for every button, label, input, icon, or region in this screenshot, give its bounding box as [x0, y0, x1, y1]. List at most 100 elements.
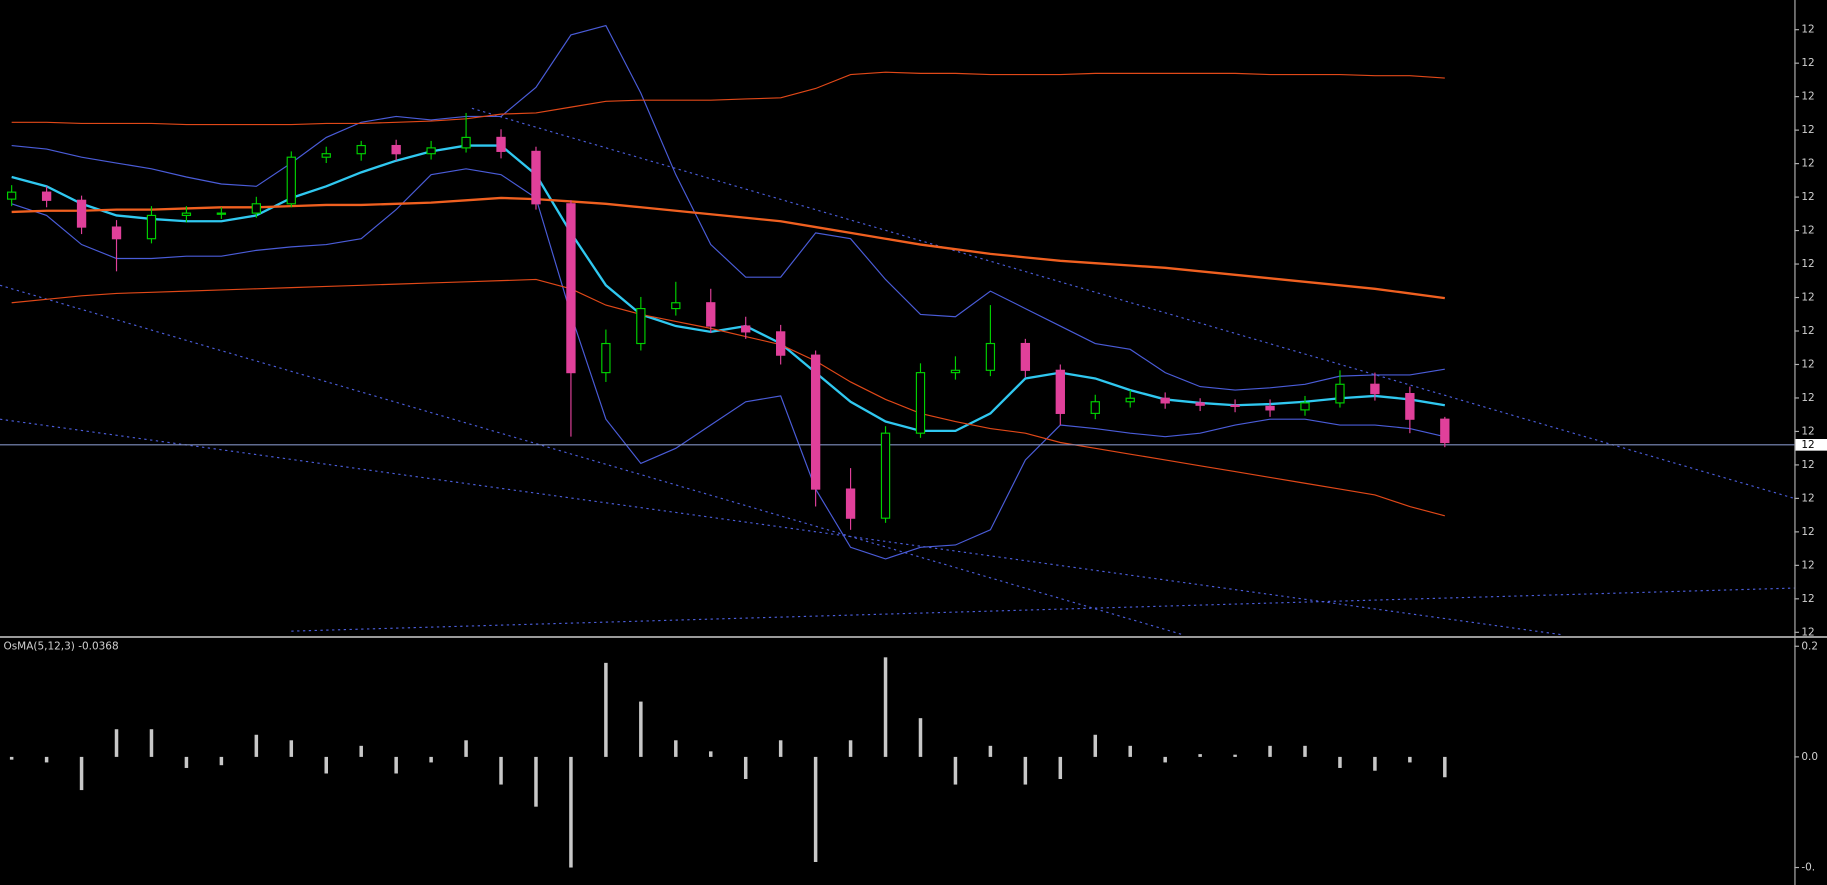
histogram-bar	[639, 701, 643, 757]
histogram-bar	[1268, 745, 1272, 757]
candle-body	[1405, 393, 1415, 420]
candle-body	[880, 432, 891, 519]
current-price-label: 12	[1801, 439, 1814, 451]
histogram-bar	[953, 756, 958, 785]
histogram-bar	[289, 740, 294, 757]
candle-body	[146, 214, 157, 240]
y-tick-label: 12	[1801, 57, 1814, 69]
histogram-bar	[918, 718, 923, 757]
y-tick-label: 12	[1801, 526, 1814, 538]
candle-body	[1125, 397, 1135, 403]
histogram-bar	[674, 740, 678, 757]
y-tick-label: 12	[1801, 158, 1814, 170]
histogram-bar	[1408, 756, 1412, 763]
histogram-bar	[1233, 754, 1237, 757]
y-tick-label: 12	[1801, 459, 1814, 471]
histogram-bar	[1058, 756, 1063, 780]
candle-body	[950, 369, 961, 374]
candle-body	[566, 203, 576, 374]
y-tick-label: 12	[1801, 425, 1814, 437]
indicator-line	[11, 144, 1446, 433]
histogram-bar	[499, 756, 503, 785]
histogram-bar	[604, 662, 608, 757]
indicator-line	[11, 168, 1445, 560]
indicator-title: OsMA(5,12,3) -0.0368	[3, 640, 118, 652]
candle-body	[321, 153, 331, 158]
candle-body	[706, 302, 716, 327]
histogram-bar	[114, 729, 119, 757]
candle-body	[6, 191, 17, 200]
y-tick-label: 12	[1801, 24, 1814, 36]
y-tick-label: 12	[1801, 325, 1814, 337]
candle-body	[1335, 383, 1345, 404]
candle-body	[636, 308, 646, 345]
y-tick-label: 0.0	[1801, 751, 1818, 763]
candle-body	[671, 302, 681, 310]
histogram-bar	[394, 756, 398, 774]
candle-body	[1090, 401, 1100, 414]
trend-line	[291, 587, 1795, 632]
candle-body	[181, 212, 192, 217]
candle-body	[1055, 369, 1065, 414]
y-tick-label: 12	[1801, 358, 1814, 370]
candle-body	[461, 136, 471, 149]
candle-body	[286, 156, 296, 205]
histogram-bar	[534, 756, 538, 807]
candle-body	[1195, 402, 1205, 406]
histogram-bar	[743, 756, 748, 780]
y-tick-label: 12	[1801, 292, 1814, 304]
histogram-bar	[709, 751, 713, 757]
candle-body	[356, 144, 366, 155]
candle-body	[1160, 397, 1170, 404]
candle-body	[601, 342, 611, 374]
histogram-bar	[149, 729, 154, 757]
candle-body	[776, 331, 786, 356]
candle-body	[496, 136, 506, 152]
indicator-line	[11, 24, 1445, 391]
histogram-bar	[1198, 754, 1202, 757]
histogram-bar	[324, 756, 328, 774]
candle-body	[845, 488, 856, 519]
candle-body	[41, 191, 52, 201]
histogram-bar	[464, 740, 468, 757]
candle-body	[111, 226, 122, 240]
histogram-bar	[1128, 745, 1132, 757]
y-tick-label: 12	[1801, 392, 1814, 404]
trend-line	[0, 418, 1562, 636]
histogram-bar	[219, 756, 224, 766]
candle-body	[426, 147, 436, 155]
histogram-bar	[1443, 756, 1447, 778]
y-tick-label: 12	[1801, 91, 1814, 103]
histogram-bar	[848, 740, 853, 757]
histogram-bar	[184, 756, 189, 768]
candle-body	[1440, 418, 1450, 444]
histogram-bar	[813, 756, 818, 862]
histogram-bar	[1023, 756, 1028, 785]
y-tick-label: -0.	[1801, 862, 1815, 874]
histogram-bar	[1163, 756, 1167, 763]
candle-body	[1265, 405, 1275, 411]
y-tick-label: 0.2	[1801, 640, 1818, 652]
candle-body	[1230, 404, 1240, 407]
histogram-bar	[569, 756, 573, 868]
candle-body	[810, 354, 821, 490]
histogram-bar	[883, 657, 888, 757]
histogram-bar	[1373, 756, 1377, 771]
candle-body	[915, 372, 926, 434]
candle-body	[985, 342, 996, 371]
candle-body	[216, 212, 227, 215]
histogram-bar	[988, 745, 993, 757]
indicator-line	[11, 278, 1445, 517]
trend-line	[0, 284, 1183, 636]
y-tick-label: 12	[1801, 225, 1814, 237]
candle-body	[1020, 342, 1031, 371]
indicator-line	[11, 71, 1445, 126]
y-tick-label: 12	[1801, 593, 1814, 605]
histogram-bar	[254, 734, 259, 757]
histogram-bar	[359, 745, 363, 757]
y-tick-label: 12	[1801, 258, 1814, 270]
trend-line	[471, 107, 1795, 499]
candle-body	[391, 144, 401, 155]
